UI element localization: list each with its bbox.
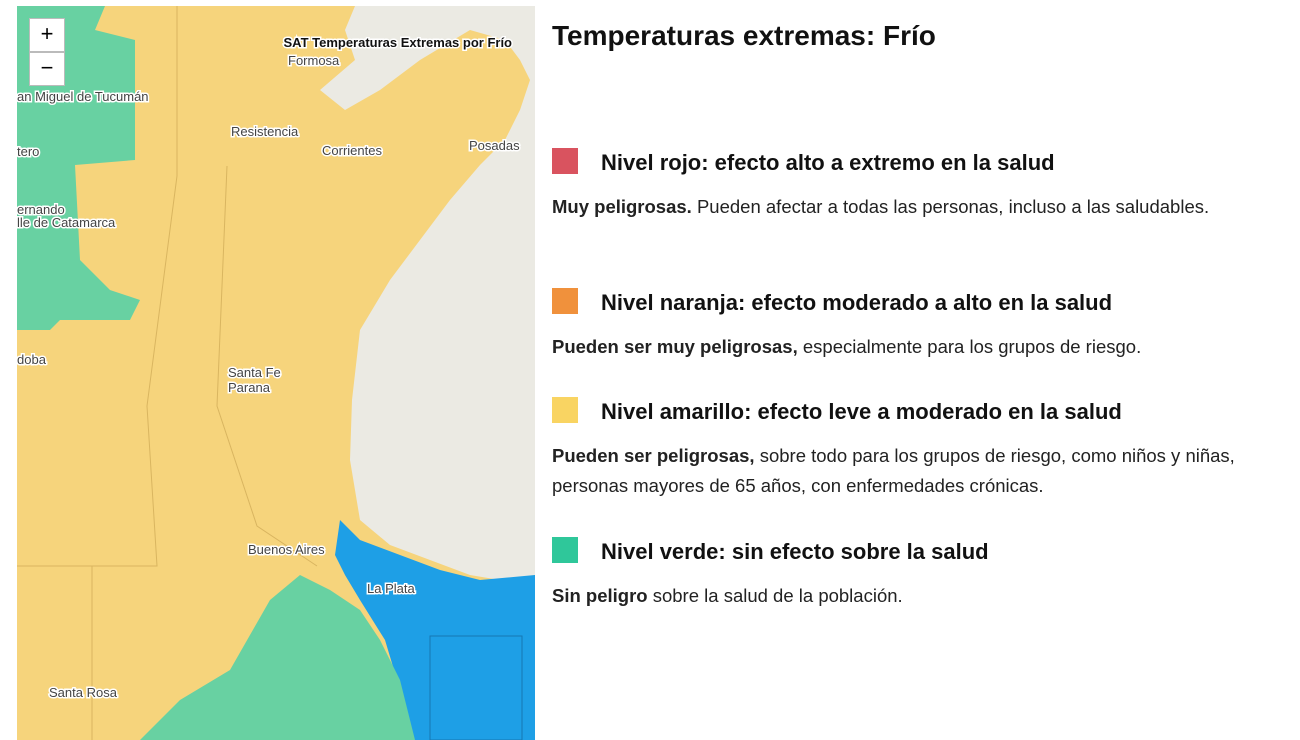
legend-swatch — [552, 537, 578, 563]
legend-text: Muy peligrosas. Pueden afectar a todas l… — [552, 192, 1262, 222]
place-label: Santa Fe — [228, 365, 281, 380]
place-label: ernando — [17, 202, 65, 217]
legend-bold: Pueden ser peligrosas, — [552, 445, 755, 466]
place-label: Parana — [228, 380, 271, 395]
place-label: tero — [17, 144, 39, 159]
legend-desc: sobre la salud de la población. — [652, 585, 903, 606]
map-green-south — [140, 575, 415, 740]
place-label: lle de Catamarca — [17, 215, 116, 230]
legend-desc: especialmente para los grupos de riesgo. — [802, 336, 1142, 357]
legend-bold: Pueden ser muy peligrosas, — [552, 336, 798, 357]
legend-desc: sobre todo para los grupos de riesgo, co… — [552, 445, 1235, 496]
legend-heading: Nivel amarillo: efecto leve a moderado e… — [601, 399, 1122, 424]
legend-title: Temperaturas extremas: Frío — [552, 20, 936, 51]
place-label: an Miguel de Tucumán — [17, 89, 149, 104]
place-label: Corrientes — [322, 143, 382, 158]
legend-swatch — [552, 148, 578, 174]
place-label: La Plata — [367, 581, 415, 596]
legend-bold: Sin peligro — [552, 585, 648, 606]
map: Formosa an Miguel de Tucumán Resistencia… — [17, 6, 535, 740]
legend-text: Pueden ser peligrosas, sobre todo para l… — [552, 441, 1262, 501]
map-green-north — [17, 6, 140, 330]
map-inset — [429, 635, 523, 740]
map-neighbor — [320, 6, 535, 580]
legend-text: Pueden ser muy peligrosas, especialmente… — [552, 332, 1262, 362]
place-label: Resistencia — [231, 124, 299, 139]
legend-text: Sin peligro sobre la salud de la poblaci… — [552, 581, 1262, 611]
map-borders — [17, 6, 318, 740]
legend-bold: Muy peligrosas. — [552, 196, 692, 217]
zoom-in[interactable]: + — [29, 18, 65, 52]
legend-swatch — [552, 397, 578, 423]
zoom-out[interactable]: − — [29, 52, 65, 86]
legend-heading: Nivel naranja: efecto moderado a alto en… — [601, 290, 1113, 315]
legend-heading: Nivel verde: sin efecto sobre la salud — [601, 539, 989, 564]
place-label: Buenos Aires — [248, 542, 325, 557]
place-label: Santa Rosa — [49, 685, 118, 700]
map-title: SAT Temperaturas Extremas por Frío — [283, 35, 512, 50]
place-label: doba — [17, 352, 47, 367]
legend-desc: Pueden afectar a todas las personas, inc… — [696, 196, 1210, 217]
place-label: Formosa — [288, 53, 340, 68]
legend-swatch — [552, 288, 578, 314]
legend-heading: Nivel rojo: efecto alto a extremo en la … — [601, 150, 1055, 175]
map-sea — [335, 520, 535, 740]
place-label: Posadas — [469, 138, 520, 153]
